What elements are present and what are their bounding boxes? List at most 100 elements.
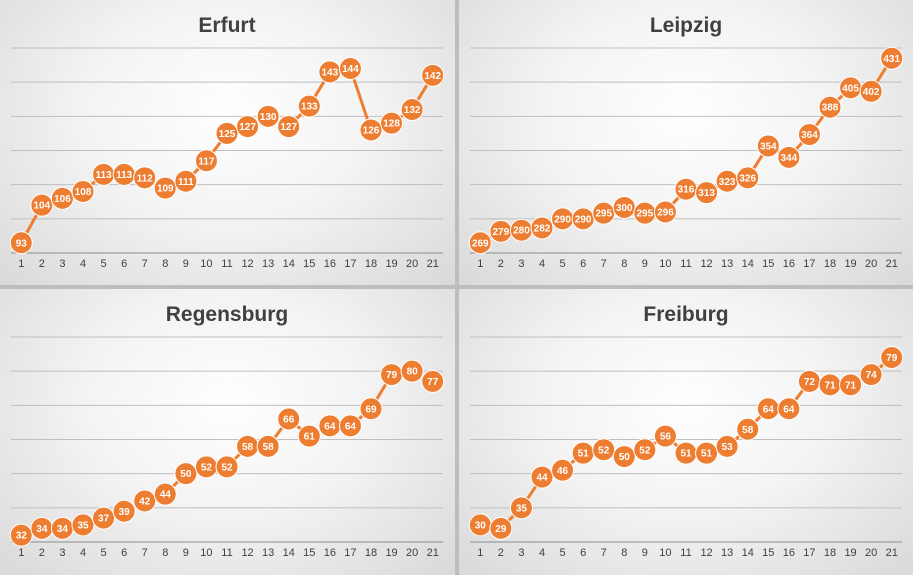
data-point xyxy=(133,489,157,513)
x-tick-label: 7 xyxy=(601,547,607,559)
x-tick-label: 8 xyxy=(162,547,168,559)
x-tick-label: 1 xyxy=(477,547,483,559)
x-tick-label: 18 xyxy=(824,258,836,270)
data-point xyxy=(421,369,445,393)
x-tick-label: 3 xyxy=(518,547,524,559)
chart-panel-2: Regensburg 1 2 3 4 5 6 7 8 9 10 11 12 13 14 15 16 17 18 19 2… xyxy=(0,289,455,575)
data-label: 113 xyxy=(116,170,133,181)
data-label: 29 xyxy=(495,524,507,535)
data-point xyxy=(380,111,404,135)
x-tick-label: 14 xyxy=(742,258,754,270)
x-tick-label: 16 xyxy=(324,258,336,270)
data-point xyxy=(174,169,198,193)
chart-panel-0: Erfurt 1 2 3 4 5 6 7 8 9 10 11 12 13 14 15 16 17 18 19 20 21 9… xyxy=(0,0,455,285)
x-tick-label: 3 xyxy=(518,258,524,270)
x-tick-label: 21 xyxy=(886,258,898,270)
data-label: 44 xyxy=(160,490,172,501)
data-label: 402 xyxy=(863,87,880,98)
chart-panel-3: Freiburg 1 2 3 4 5 6 7 8 9 10 11 12 13 14 15 16 17 18 19 20 2… xyxy=(459,289,913,575)
data-label: 61 xyxy=(304,432,316,443)
data-label: 112 xyxy=(137,173,154,184)
x-tick-label: 18 xyxy=(365,258,377,270)
data-point xyxy=(633,438,657,462)
data-label: 58 xyxy=(242,442,254,453)
data-label: 117 xyxy=(198,156,215,167)
x-tick-label: 20 xyxy=(406,258,418,270)
x-tick-label: 16 xyxy=(783,258,795,270)
x-tick-label: 4 xyxy=(539,547,545,559)
data-label: 52 xyxy=(201,462,213,473)
data-label: 133 xyxy=(301,102,318,113)
data-point xyxy=(421,63,445,87)
data-label: 316 xyxy=(678,185,695,196)
data-point xyxy=(277,115,301,139)
data-point xyxy=(9,523,33,547)
x-tick-label: 2 xyxy=(39,258,45,270)
x-tick-label: 13 xyxy=(721,258,733,270)
data-point xyxy=(653,424,677,448)
data-label: 51 xyxy=(701,449,713,460)
data-label: 69 xyxy=(365,404,377,415)
data-label: 39 xyxy=(119,507,131,518)
data-label: 300 xyxy=(616,203,633,214)
series-line xyxy=(20,369,434,537)
data-label: 50 xyxy=(180,469,192,480)
data-label: 144 xyxy=(342,64,359,75)
data-label: 72 xyxy=(804,377,816,388)
x-tick-label: 11 xyxy=(680,258,691,270)
data-label: 77 xyxy=(427,377,439,388)
data-point xyxy=(468,231,492,255)
x-tick-label: 12 xyxy=(241,547,253,559)
data-point xyxy=(509,496,533,520)
data-label: 143 xyxy=(322,67,339,78)
chart-title: Erfurt xyxy=(198,14,255,37)
x-tick-label: 10 xyxy=(200,547,212,559)
data-label: 58 xyxy=(742,425,754,436)
x-tick-label: 16 xyxy=(783,547,795,559)
data-point xyxy=(153,176,177,200)
x-tick-label: 5 xyxy=(560,547,566,559)
x-tick-label: 10 xyxy=(200,258,212,270)
data-point xyxy=(256,104,280,128)
x-tick-label: 2 xyxy=(498,547,504,559)
data-point xyxy=(715,434,739,458)
data-point xyxy=(133,166,157,190)
data-label: 364 xyxy=(801,130,818,141)
data-label: 313 xyxy=(698,188,715,199)
data-label: 79 xyxy=(386,370,398,381)
data-label: 64 xyxy=(783,404,795,415)
x-tick-label: 21 xyxy=(427,547,439,559)
x-tick-label: 20 xyxy=(406,547,418,559)
data-point xyxy=(338,414,362,438)
x-tick-label: 7 xyxy=(142,547,148,559)
data-point xyxy=(71,513,95,537)
data-point xyxy=(839,373,863,397)
data-label: 354 xyxy=(760,141,777,152)
data-point xyxy=(92,506,116,530)
data-point xyxy=(400,359,424,383)
data-point xyxy=(236,115,260,139)
data-label: 30 xyxy=(475,520,487,531)
data-point xyxy=(215,121,239,145)
x-tick-label: 6 xyxy=(121,547,127,559)
x-tick-label: 9 xyxy=(183,258,189,270)
data-point xyxy=(777,397,801,421)
x-tick-label: 6 xyxy=(580,258,586,270)
data-label: 71 xyxy=(824,380,836,391)
data-point xyxy=(797,123,821,147)
data-label: 64 xyxy=(345,421,357,432)
data-label: 66 xyxy=(283,415,295,426)
data-point xyxy=(859,79,883,103)
x-tick-label: 14 xyxy=(742,547,754,559)
x-tick-label: 9 xyxy=(183,547,189,559)
x-tick-label: 8 xyxy=(621,258,627,270)
x-tick-label: 18 xyxy=(365,547,377,559)
data-label: 126 xyxy=(363,126,380,137)
x-tick-label: 15 xyxy=(762,547,774,559)
data-label: 53 xyxy=(722,442,734,453)
x-tick-label: 5 xyxy=(101,547,107,559)
data-label: 127 xyxy=(280,122,297,133)
x-tick-label: 13 xyxy=(721,547,733,559)
